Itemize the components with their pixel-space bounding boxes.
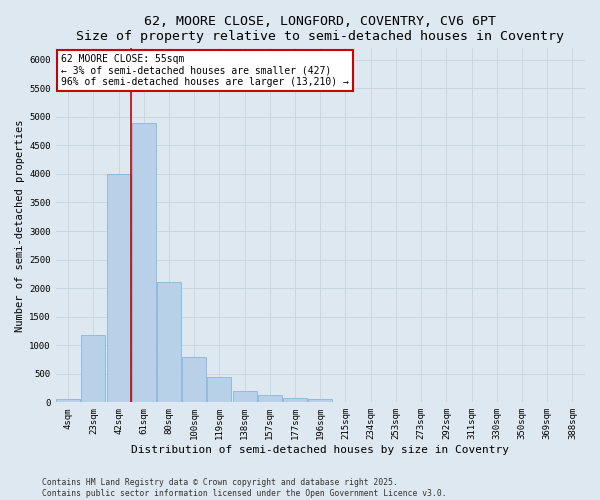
Title: 62, MOORE CLOSE, LONGFORD, COVENTRY, CV6 6PT
Size of property relative to semi-d: 62, MOORE CLOSE, LONGFORD, COVENTRY, CV6… [76,15,564,43]
Bar [157,282,181,403]
Text: 62 MOORE CLOSE: 55sqm
← 3% of semi-detached houses are smaller (427)
96% of semi: 62 MOORE CLOSE: 55sqm ← 3% of semi-detac… [61,54,349,87]
Bar [258,395,282,402]
Bar [132,122,156,402]
X-axis label: Distribution of semi-detached houses by size in Coventry: Distribution of semi-detached houses by … [131,445,509,455]
Text: Contains HM Land Registry data © Crown copyright and database right 2025.
Contai: Contains HM Land Registry data © Crown c… [42,478,446,498]
Bar [283,398,307,402]
Bar [107,174,131,402]
Bar [56,399,80,402]
Bar [308,399,332,402]
Bar [182,356,206,403]
Bar [82,335,106,402]
Bar [208,376,232,402]
Y-axis label: Number of semi-detached properties: Number of semi-detached properties [15,119,25,332]
Bar [233,391,257,402]
